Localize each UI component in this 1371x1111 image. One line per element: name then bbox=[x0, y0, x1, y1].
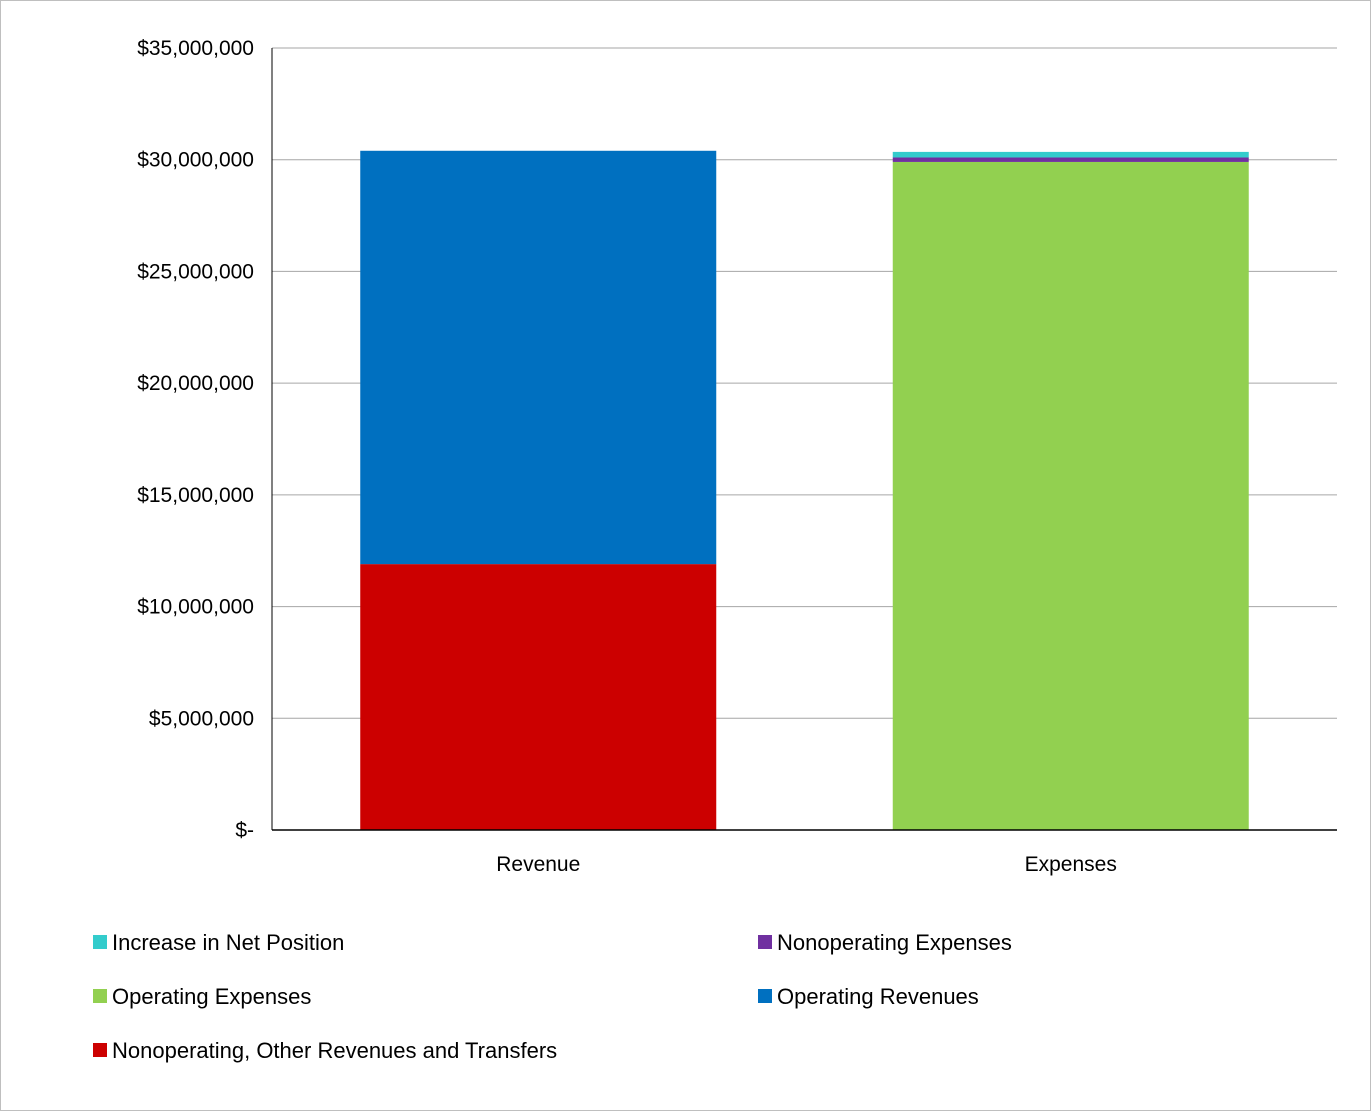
legend-item-nonoperating-expenses: Nonoperating Expenses bbox=[758, 930, 1012, 955]
bars bbox=[360, 150, 1249, 830]
x-tick-label-revenue: Revenue bbox=[496, 853, 580, 876]
legend-item-nonoperating-other-revenues-and-transfers: Nonoperating, Other Revenues and Transfe… bbox=[93, 1038, 557, 1063]
y-axis-tick-labels: $- $5,000,000 $10,000,000 $15,000,000 $20,00… bbox=[137, 37, 254, 842]
axes bbox=[271, 48, 1337, 831]
legend-swatch bbox=[758, 935, 772, 949]
bar-expenses-operating-expenses bbox=[892, 161, 1249, 830]
bar-revenue-operating-revenues bbox=[360, 150, 717, 565]
y-tick-label: $20,000,000 bbox=[137, 372, 254, 395]
x-axis-tick-labels: Revenue Expenses bbox=[496, 853, 1117, 876]
bar-expenses-nonoperating-expenses bbox=[892, 157, 1249, 162]
legend-swatch bbox=[93, 935, 107, 949]
y-tick-label: $15,000,000 bbox=[137, 484, 254, 507]
y-tick-label: $10,000,000 bbox=[137, 596, 254, 619]
legend-label: Operating Expenses bbox=[112, 984, 311, 1009]
y-tick-label: $25,000,000 bbox=[137, 260, 254, 283]
y-tick-label: $35,000,000 bbox=[137, 37, 254, 60]
legend-label: Nonoperating, Other Revenues and Transfe… bbox=[112, 1038, 557, 1063]
legend-item-operating-revenues: Operating Revenues bbox=[758, 984, 979, 1009]
legend-label: Increase in Net Position bbox=[112, 930, 344, 955]
legend-item-increase-in-net-position: Increase in Net Position bbox=[93, 930, 344, 955]
legend-label: Operating Revenues bbox=[777, 984, 979, 1009]
legend: Increase in Net Position Nonoperating Exp… bbox=[93, 930, 1012, 1063]
legend-swatch bbox=[93, 989, 107, 1003]
bar-expenses-increase-in-net-position bbox=[892, 151, 1249, 158]
legend-swatch bbox=[93, 1043, 107, 1057]
bar-revenue-nonoperating-other-revenues-and-transfers bbox=[360, 564, 717, 830]
legend-label: Nonoperating Expenses bbox=[777, 930, 1012, 955]
y-tick-label: $5,000,000 bbox=[149, 707, 254, 730]
x-tick-label-expenses: Expenses bbox=[1025, 853, 1117, 876]
legend-item-operating-expenses: Operating Expenses bbox=[93, 984, 311, 1009]
legend-swatch bbox=[758, 989, 772, 1003]
y-tick-label: $- bbox=[235, 819, 254, 842]
y-tick-label: $30,000,000 bbox=[137, 149, 254, 172]
